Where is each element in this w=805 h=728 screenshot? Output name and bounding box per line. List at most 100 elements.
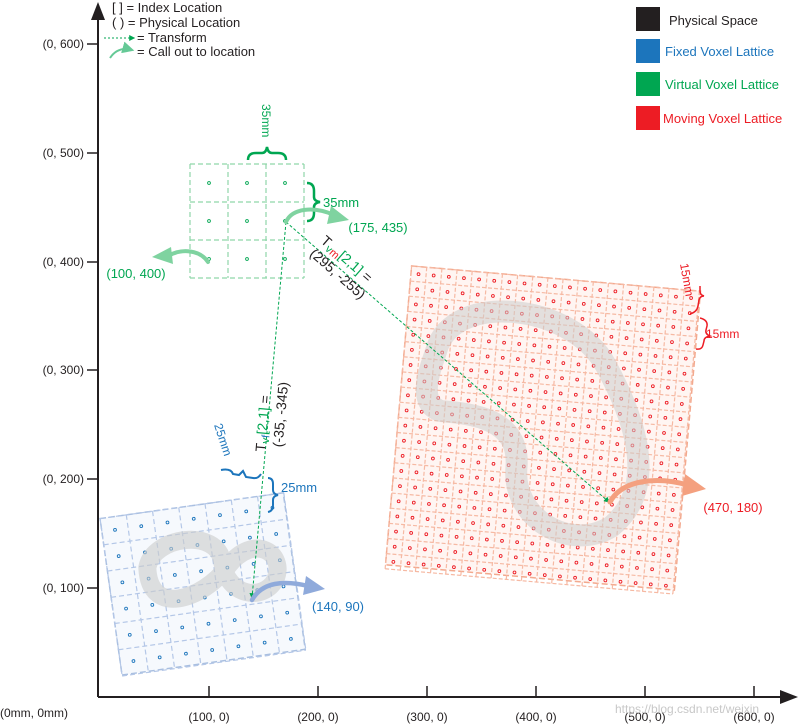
lattice-voxel-center: [454, 535, 459, 539]
lattice-voxel-center: [534, 496, 539, 500]
lattice-voxel-center: [528, 388, 533, 393]
lattice-voxel-center: [587, 409, 592, 414]
lattice-voxel-center: [624, 336, 629, 340]
lattice-voxel-center: [521, 296, 526, 301]
lattice-voxel-center: [443, 488, 448, 492]
legend-physical-space: Physical Space: [669, 13, 758, 28]
lattice-voxel-center: [491, 461, 496, 466]
lattice-voxel-center: [414, 302, 418, 307]
lattice-voxel-center: [406, 393, 410, 398]
callout-arrow-fixed: [249, 580, 311, 603]
legend-callout: = Call out to location: [137, 44, 255, 59]
lattice-line: [411, 265, 700, 292]
lattice-voxel-center: [415, 455, 420, 460]
lattice-voxel-center: [395, 514, 400, 519]
lattice-voxel-center: [442, 503, 446, 508]
lattice-voxel-center: [561, 361, 566, 365]
lattice-voxel-center: [654, 338, 659, 343]
lattice-voxel-center: [245, 257, 249, 261]
lattice-voxel-center: [516, 525, 521, 529]
lattice-voxel-center: [236, 644, 241, 649]
lattice-voxel-center: [124, 606, 128, 611]
lattice-voxel-center: [424, 532, 429, 537]
origin-label: (0mm, 0mm): [0, 706, 68, 720]
callout-arrowhead-virtual-corner: [152, 247, 173, 264]
x-tick-label: (300, 0): [406, 710, 447, 724]
lattice-voxel-center: [471, 338, 476, 342]
fixed-lattice: [99, 491, 307, 677]
lattice-voxel-center: [485, 537, 489, 542]
lattice-voxel-center: [500, 539, 504, 543]
lattice-voxel-center: [218, 513, 222, 517]
lattice-voxel-center: [283, 257, 287, 261]
lattice-voxel-center: [411, 500, 416, 505]
lattice-voxel-center: [529, 373, 534, 378]
lattice-voxel-center: [685, 341, 689, 346]
lattice-voxel-center: [655, 506, 660, 511]
lattice-voxel-center: [616, 427, 621, 431]
lattice-voxel-center: [560, 376, 564, 381]
lattice-voxel-center: [659, 461, 664, 466]
physical-space-swatch: [636, 7, 660, 31]
lattice-voxel-center: [536, 298, 541, 302]
callout-icon: [109, 41, 135, 59]
lattice-voxel-center: [458, 489, 463, 494]
x-tick-label: (600, 0): [733, 710, 774, 724]
legend-fixed-lattice: Fixed Voxel Lattice: [665, 44, 774, 59]
lattice-voxel-center: [595, 318, 600, 323]
lattice-voxel-center: [210, 648, 215, 652]
lattice-voxel-center: [639, 337, 644, 342]
lattice-voxel-center: [622, 366, 626, 371]
lattice-voxel-center: [504, 493, 508, 498]
lattice-voxel-center: [660, 446, 665, 450]
fixed-image-blob: [138, 530, 287, 608]
lattice-voxel-center: [541, 420, 545, 425]
lattice-voxel-center: [113, 527, 117, 532]
moving-spacing-b: 15mm: [706, 327, 739, 341]
x-axis-arrowhead: [780, 690, 798, 704]
lattice-voxel-center: [475, 292, 480, 297]
lattice-voxel-center: [490, 477, 495, 481]
lattice-voxel-center: [518, 327, 523, 331]
virtual-lattice: 35mm 35mm: [189, 104, 359, 279]
moving-side-brace: [695, 317, 713, 350]
lattice-voxel-center: [628, 290, 633, 295]
lattice-voxel-center: [446, 274, 451, 279]
lattice-voxel-center: [477, 445, 482, 450]
lattice-voxel-center: [589, 562, 594, 566]
lattice-voxel-center: [513, 387, 518, 392]
lattice-voxel-center: [589, 394, 593, 398]
lattice-voxel-center: [669, 523, 674, 527]
lattice-voxel-center: [626, 321, 630, 325]
callout-arrow-virtual-corner: [166, 249, 210, 264]
lattice-voxel-center: [598, 288, 603, 292]
lattice-voxel-center: [396, 499, 401, 504]
lattice-voxel-center: [580, 317, 585, 321]
lattice-voxel-center: [497, 569, 502, 573]
moving-top-brace: [689, 286, 705, 315]
lattice-voxel-center: [657, 308, 662, 313]
lattice-voxel-center: [568, 453, 573, 458]
lattice-voxel-center: [165, 520, 170, 525]
lattice-voxel-center: [462, 276, 466, 280]
lattice-voxel-center: [614, 457, 618, 462]
lattice-line: [410, 280, 699, 307]
lattice-voxel-center: [652, 537, 657, 541]
lattice-voxel-center: [664, 583, 668, 588]
lattice-voxel-center: [503, 325, 508, 330]
lattice-voxel-center: [451, 397, 456, 402]
lattice-voxel-center: [513, 555, 518, 560]
lattice-voxel-center: [407, 378, 412, 383]
lattice-voxel-center: [262, 640, 267, 645]
lattice-voxel-center: [251, 562, 256, 566]
lattice-voxel-center: [431, 456, 435, 461]
lattice-voxel-center: [259, 614, 263, 619]
lattice-voxel-center: [454, 367, 458, 371]
lattice-voxel-center: [612, 304, 616, 309]
lattice-voxel-center: [467, 566, 471, 571]
lattice-line: [387, 537, 676, 565]
lattice-voxel-center: [506, 295, 510, 300]
lattice-voxel-center: [618, 579, 623, 584]
lattice-voxel-center: [606, 548, 610, 552]
lattice-voxel-center: [677, 432, 682, 437]
